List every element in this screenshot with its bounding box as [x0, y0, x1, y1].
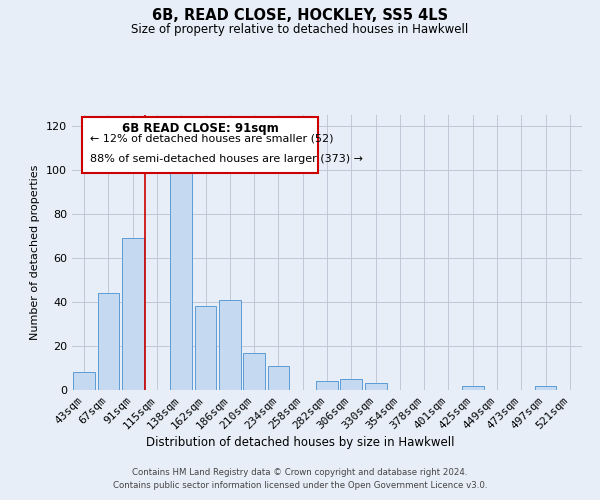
Bar [194, 306, 217, 390]
Text: Contains public sector information licensed under the Open Government Licence v3: Contains public sector information licen… [113, 482, 487, 490]
Bar [316, 381, 338, 390]
Bar [535, 386, 556, 390]
Bar [340, 379, 362, 390]
Bar [243, 352, 265, 390]
Bar [462, 386, 484, 390]
Bar [219, 300, 241, 390]
Text: Contains HM Land Registry data © Crown copyright and database right 2024.: Contains HM Land Registry data © Crown c… [132, 468, 468, 477]
Text: Distribution of detached houses by size in Hawkwell: Distribution of detached houses by size … [146, 436, 454, 449]
Bar [122, 238, 143, 390]
Bar [170, 168, 192, 390]
Text: Size of property relative to detached houses in Hawkwell: Size of property relative to detached ho… [131, 22, 469, 36]
Text: 6B READ CLOSE: 91sqm: 6B READ CLOSE: 91sqm [122, 122, 278, 135]
Bar [97, 293, 119, 390]
Bar [268, 366, 289, 390]
Bar [73, 372, 95, 390]
Bar [365, 384, 386, 390]
Text: 6B, READ CLOSE, HOCKLEY, SS5 4LS: 6B, READ CLOSE, HOCKLEY, SS5 4LS [152, 8, 448, 22]
Y-axis label: Number of detached properties: Number of detached properties [31, 165, 40, 340]
Text: ← 12% of detached houses are smaller (52): ← 12% of detached houses are smaller (52… [90, 134, 334, 143]
Text: 88% of semi-detached houses are larger (373) →: 88% of semi-detached houses are larger (… [90, 154, 363, 164]
